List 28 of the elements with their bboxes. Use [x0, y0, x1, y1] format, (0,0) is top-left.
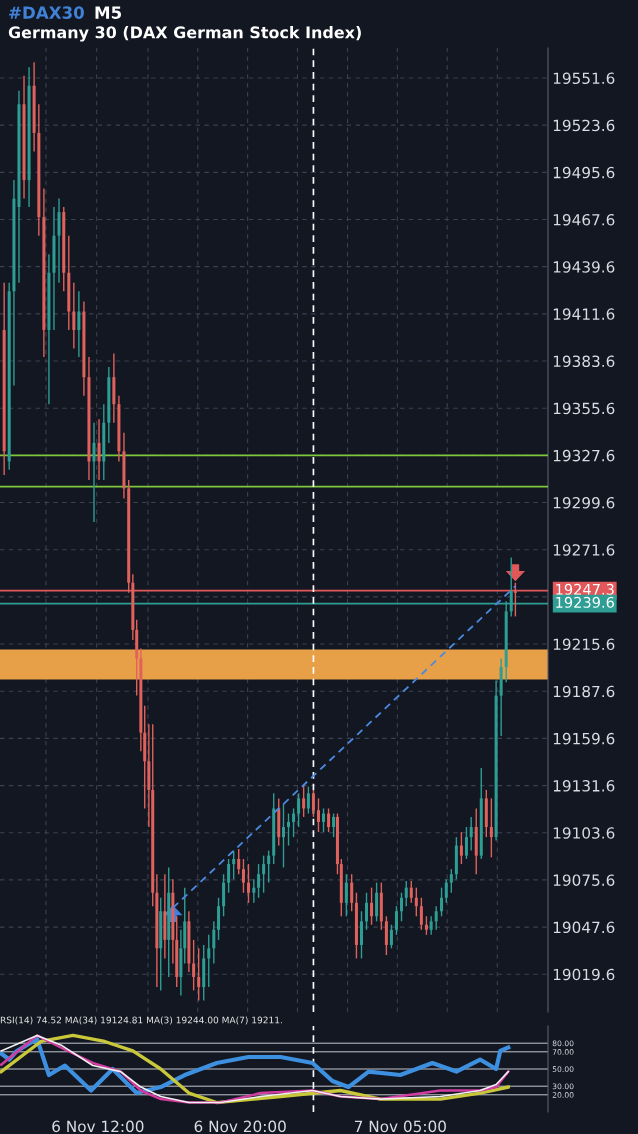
chart-subtitle: Germany 30 (DAX German Stock Index): [8, 26, 361, 42]
y-tick-label: 19299.6: [553, 497, 615, 509]
ref-line-label: 19247.3: [556, 583, 614, 595]
y-tick-label: 19047.6: [553, 921, 615, 934]
chart-title: #DAX30: [9, 6, 84, 19]
y-tick-label: 19159.6: [553, 732, 615, 745]
y-tick-label: 19411.6: [553, 308, 615, 320]
chart-title: RSI(14) 74.52 MA(34) 19124.81 MA(3) 19244.00 MA(7) 19211.: [0, 1016, 282, 1025]
y-tick-label: 19075.6: [553, 874, 615, 886]
x-tick-label: 6 Nov 20:00: [194, 1120, 286, 1133]
y-tick-label: 19551.6: [553, 72, 615, 85]
text: M5: [95, 6, 122, 19]
y-tick-label: 19327.6: [553, 449, 615, 462]
x-tick-label: 6 Nov 12:00: [52, 1120, 144, 1133]
y-tick-label: 19131.6: [553, 780, 615, 792]
y-tick-label: 19355.6: [553, 402, 615, 415]
y-tick-label: 19271.6: [553, 544, 615, 556]
y-tick-label: 19439.6: [553, 261, 615, 273]
y-tick-label: 19523.6: [553, 119, 615, 132]
y-tick-label: 19495.6: [553, 166, 615, 179]
x-tick-label: 7 Nov 05:00: [354, 1120, 446, 1133]
ref-line-label: 19239.6: [556, 596, 614, 608]
y-tick-label: 19383.6: [553, 355, 615, 368]
y-tick-label: 19215.6: [553, 638, 615, 651]
y-tick-label: 19103.6: [553, 827, 615, 839]
y-tick-label: 19187.6: [553, 685, 615, 698]
y-tick-label: 19019.6: [553, 968, 615, 981]
y-tick-label: 19467.6: [553, 213, 615, 226]
